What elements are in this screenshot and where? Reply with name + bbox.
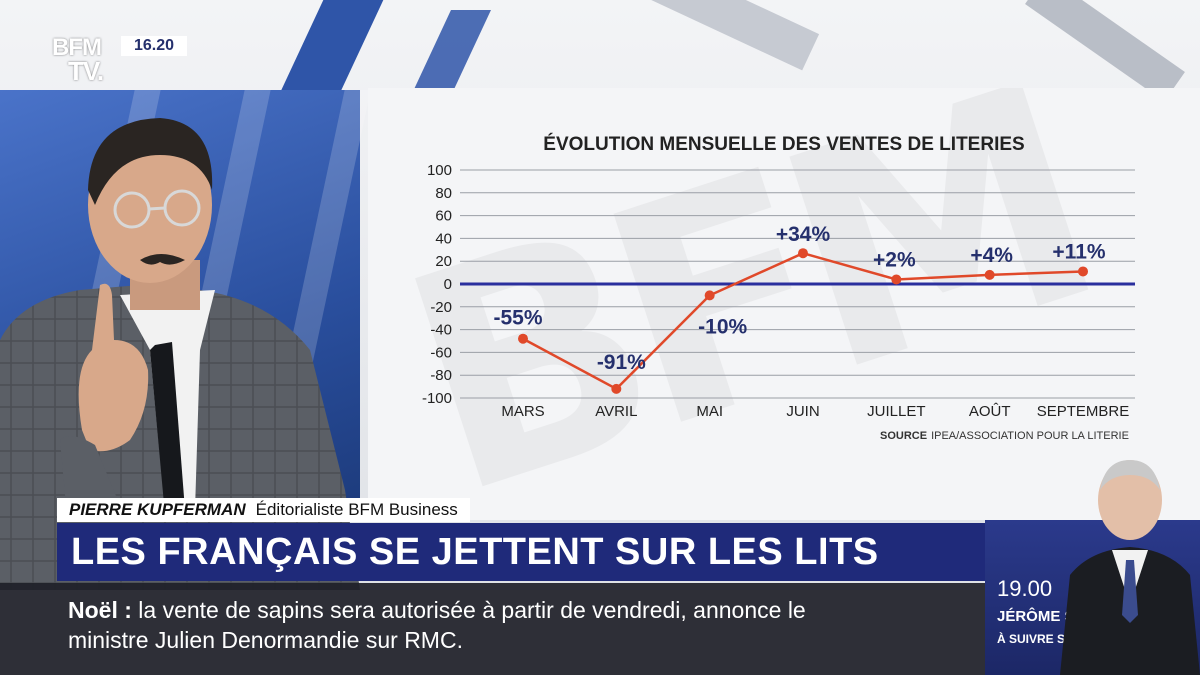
ticker-line1: la vente de sapins sera autorisée à part… [138, 597, 806, 623]
speaker-role: Éditorialiste BFM Business [255, 500, 458, 519]
x-tick-label: AOÛT [969, 403, 1011, 420]
decor-beam [620, 0, 820, 71]
data-point [1078, 266, 1088, 277]
y-tick-label: -60 [430, 344, 452, 361]
data-label: -91% [597, 351, 646, 374]
decor-beam [409, 10, 491, 100]
data-label: +2% [873, 248, 916, 271]
data-label: -10% [698, 315, 747, 338]
data-point [891, 274, 902, 285]
y-axis: 100 80 60 40 20 0 -20 -40 -60 -80 -100 [422, 162, 452, 407]
x-tick-label: MAI [696, 403, 723, 420]
y-tick-label: 60 [435, 208, 452, 225]
data-labels: -55% -91% -10% +34% +2% +4% +11% [493, 223, 1105, 374]
y-tick-label: -40 [430, 322, 452, 339]
logo-line1: BFM [52, 34, 102, 61]
data-label: +34% [776, 223, 831, 246]
x-tick-label: JUIN [786, 403, 819, 420]
broadcast-clock: 16.20 [121, 36, 187, 56]
x-tick-label: SEPTEMBRE [1037, 403, 1130, 420]
y-tick-label: -100 [422, 390, 452, 407]
decor-beam [1025, 0, 1185, 102]
y-tick-label: 80 [435, 185, 452, 202]
headline-banner: LES FRANÇAIS SE JETTENT SUR LES LITS [57, 523, 985, 581]
series-line-group [518, 248, 1088, 394]
y-tick-label: 40 [435, 230, 452, 247]
data-label: +11% [1052, 240, 1105, 263]
ticker-keyword: Noël [68, 597, 118, 623]
chart-svg: ÉVOLUTION MENSUELLE DES VENTES DE LITERI… [422, 133, 1135, 420]
x-tick-label: AVRIL [595, 403, 637, 420]
chart-grid [460, 169, 1135, 399]
chart-panel: BFM ÉVOLUTION MENSUELLE DES VENTES DE LI… [368, 88, 1200, 520]
data-point [704, 290, 715, 301]
y-tick-label: 100 [427, 162, 452, 179]
speaker-name: PIERRE KUPFERMAN [69, 500, 246, 519]
y-tick-label: 20 [435, 253, 452, 270]
source-text: IPEA/ASSOCIATION POUR LA LITERIE [931, 430, 1129, 442]
next-program-time: 19.00 [997, 576, 1053, 601]
guest-portrait [1060, 460, 1200, 675]
speaker-strip: PIERRE KUPFERMAN Éditorialiste BFM Busin… [57, 498, 470, 522]
chart-title: ÉVOLUTION MENSUELLE DES VENTES DE LITERI… [543, 133, 1024, 155]
data-point [984, 269, 995, 280]
x-tick-label: MARS [501, 403, 544, 420]
y-tick-label: -20 [430, 299, 452, 316]
data-point [611, 383, 622, 394]
logo-line2: TV. [68, 56, 104, 86]
data-label: -55% [493, 307, 542, 330]
chart-source: SOURCE IPEA/ASSOCIATION POUR LA LITERIE [880, 430, 1129, 442]
y-tick-label: 0 [444, 276, 452, 293]
data-label: +4% [970, 244, 1013, 267]
bfmtv-logo: BFM TV. [52, 34, 116, 86]
data-point [518, 333, 528, 344]
data-point [798, 248, 808, 259]
x-axis: MARS AVRIL MAI JUIN JUILLET AOÛT SEPTEMBRE [501, 403, 1129, 420]
ticker-separator: : [124, 597, 132, 623]
ticker-line2: ministre Julien Denormandie sur RMC. [68, 627, 463, 653]
y-tick-label: -80 [430, 367, 452, 384]
news-ticker: Noël : la vente de sapins sera autorisée… [0, 583, 985, 675]
source-label: SOURCE [880, 430, 928, 442]
x-tick-label: JUILLET [867, 403, 925, 420]
